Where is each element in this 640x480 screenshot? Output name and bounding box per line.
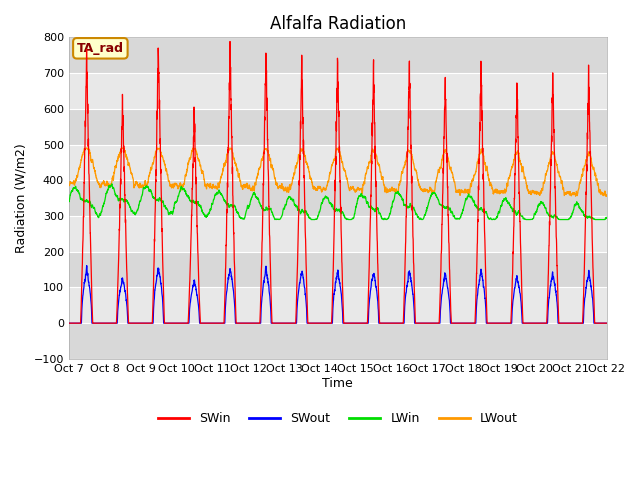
Bar bbox=[68, 323, 607, 359]
Bar bbox=[68, 73, 607, 109]
Text: TA_rad: TA_rad bbox=[77, 42, 124, 55]
Title: Alfalfa Radiation: Alfalfa Radiation bbox=[269, 15, 406, 33]
Bar bbox=[68, 37, 607, 73]
Bar bbox=[68, 109, 607, 144]
Bar bbox=[68, 144, 607, 180]
Legend: SWin, SWout, LWin, LWout: SWin, SWout, LWin, LWout bbox=[153, 407, 523, 430]
Bar bbox=[68, 216, 607, 252]
Bar bbox=[68, 180, 607, 216]
Y-axis label: Radiation (W/m2): Radiation (W/m2) bbox=[15, 143, 28, 253]
X-axis label: Time: Time bbox=[323, 376, 353, 390]
Bar bbox=[68, 252, 607, 288]
Bar bbox=[68, 288, 607, 323]
